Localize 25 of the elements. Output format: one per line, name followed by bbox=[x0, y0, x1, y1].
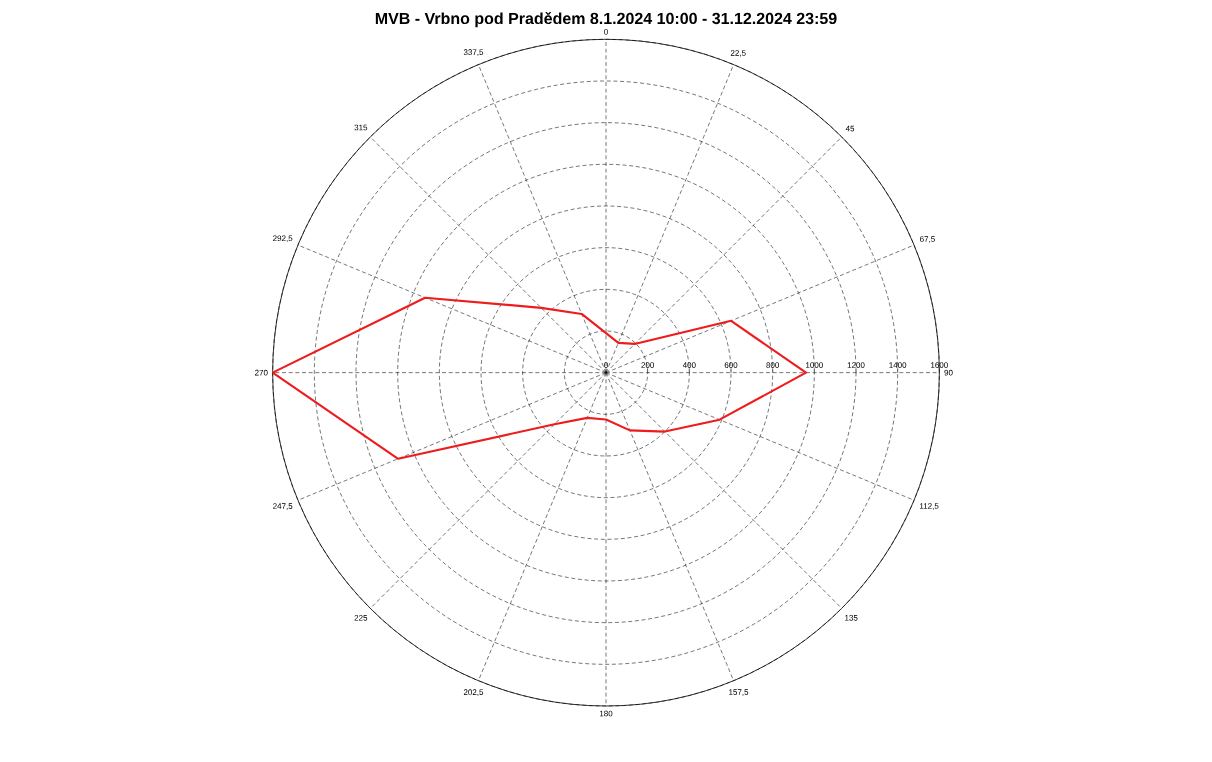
spoke-label: 292,5 bbox=[273, 235, 293, 243]
spoke-label: 180 bbox=[599, 710, 613, 717]
y-tick-label: 600 bbox=[724, 362, 738, 368]
spoke-label: 22,5 bbox=[730, 50, 746, 57]
y-tick-label: 1200 bbox=[847, 362, 865, 368]
spoke-label: 157,5 bbox=[729, 689, 749, 696]
spoke-label: 315 bbox=[354, 124, 368, 131]
spoke-label: 90 bbox=[944, 369, 953, 376]
chart-title: MVB - Vrbno pod Pradědem 8.1.2024 10:00 - 31.12.2024 23:59 bbox=[375, 12, 837, 28]
y-tick-label: 1400 bbox=[889, 362, 907, 368]
y-tick-label: 800 bbox=[766, 362, 780, 368]
spoke-label: 225 bbox=[354, 614, 368, 621]
spoke-label: 0 bbox=[604, 28, 608, 35]
spoke-label: 112,5 bbox=[919, 503, 939, 510]
y-tick-label: 200 bbox=[641, 362, 655, 368]
spoke-label: 45 bbox=[845, 125, 855, 132]
y-tick-label: 1600 bbox=[931, 362, 948, 368]
spoke-label: 247,5 bbox=[273, 503, 293, 510]
y-tick-label: 1000 bbox=[806, 362, 823, 368]
spoke-label: 270 bbox=[255, 369, 268, 376]
y-tick-label: 400 bbox=[682, 362, 696, 368]
spoke-label: 135 bbox=[845, 614, 858, 621]
spoke-label: 202,5 bbox=[463, 689, 484, 696]
spoke-label: 67,5 bbox=[920, 236, 935, 243]
spoke-label: 337,5 bbox=[463, 49, 484, 56]
